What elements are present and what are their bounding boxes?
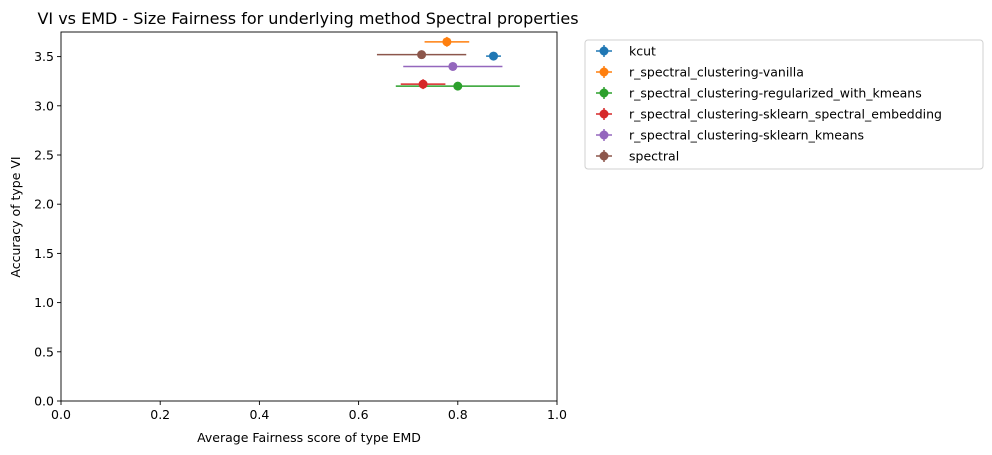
y-tick-label: 3.5 [34, 49, 54, 64]
legend-label: spectral [629, 149, 679, 164]
legend: kcut r_spectral_clustering-vanilla r_spect… [584, 39, 984, 170]
series-1 [424, 36, 470, 47]
legend-label: r_spectral_clustering-regularized_with_k… [629, 86, 922, 101]
legend-item: r_spectral_clustering-sklearn_kmeans [596, 128, 864, 143]
legend-marker [599, 67, 609, 77]
legend-label: r_spectral_clustering-vanilla [629, 65, 804, 80]
legend-item: r_spectral_clustering-sklearn_spectral_e… [596, 107, 942, 122]
y-tick-label: 0.0 [34, 394, 54, 409]
y-tick-label: 2.0 [34, 197, 54, 212]
y-tick-label: 2.5 [34, 148, 54, 163]
chart-title: VI vs EMD - Size Fairness for underlying… [37, 9, 578, 28]
data-point [448, 61, 458, 71]
y-tick-label: 3.0 [34, 98, 54, 113]
x-tick-label: 0.2 [150, 407, 170, 422]
data-point [489, 51, 499, 61]
legend-marker [599, 151, 609, 161]
legend-item: r_spectral_clustering-vanilla [596, 65, 804, 80]
y-tick-label: 0.5 [34, 344, 54, 359]
x-tick-label: 0.0 [51, 407, 71, 422]
legend-label: r_spectral_clustering-sklearn_kmeans [629, 128, 864, 143]
x-tick-label: 1.0 [547, 407, 567, 422]
data-point [418, 79, 428, 89]
x-tick-label: 0.4 [249, 407, 269, 422]
y-tick-label: 1.0 [34, 295, 54, 310]
legend-item: spectral [596, 149, 679, 164]
series-4 [403, 61, 503, 71]
series-3 [400, 79, 446, 90]
x-tick-label: 0.8 [448, 407, 468, 422]
legend-item: kcut [596, 44, 656, 59]
series-0 [486, 51, 501, 61]
series-5 [376, 50, 467, 60]
x-axis-label: Average Fairness score of type EMD [197, 430, 421, 445]
data-point [417, 50, 427, 60]
legend-item: r_spectral_clustering-regularized_with_k… [596, 86, 922, 101]
y-axis-label: Accuracy of type VI [8, 156, 23, 277]
plot-area [60, 31, 558, 402]
y-axis: 0.0 0.5 1.0 1.5 2.0 2.5 3.0 3.5 [34, 49, 61, 409]
legend-label: r_spectral_clustering-sklearn_spectral_e… [629, 107, 942, 122]
legend-label: kcut [629, 44, 656, 59]
series-2 [395, 81, 520, 91]
legend-marker [599, 88, 609, 98]
x-axis: 0.0 0.2 0.4 0.6 0.8 1.0 [51, 401, 567, 422]
legend-box [584, 39, 984, 170]
y-tick-label: 1.5 [34, 246, 54, 261]
legend-marker [599, 46, 609, 56]
legend-marker [599, 109, 609, 119]
axes-frame [60, 31, 558, 402]
x-tick-label: 0.6 [349, 407, 369, 422]
data-point [453, 81, 463, 91]
data-point [442, 37, 452, 47]
legend-marker [599, 130, 609, 140]
